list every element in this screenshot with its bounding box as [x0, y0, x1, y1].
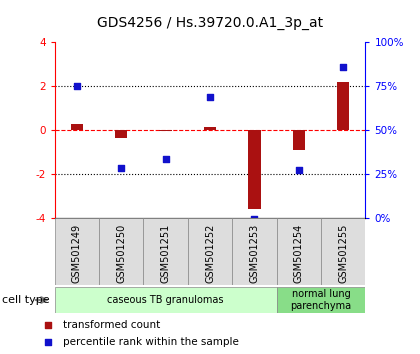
- Text: normal lung
parenchyma: normal lung parenchyma: [291, 289, 352, 311]
- Bar: [277, 287, 365, 313]
- Text: GSM501249: GSM501249: [72, 224, 82, 283]
- Point: [251, 216, 258, 222]
- Text: GSM501252: GSM501252: [205, 224, 215, 283]
- Bar: [55, 218, 99, 285]
- Text: GDS4256 / Hs.39720.0.A1_3p_at: GDS4256 / Hs.39720.0.A1_3p_at: [97, 16, 323, 30]
- Text: caseous TB granulomas: caseous TB granulomas: [108, 295, 224, 305]
- Point: [74, 84, 80, 89]
- Bar: [293, 130, 305, 150]
- Bar: [115, 130, 127, 138]
- Bar: [248, 130, 261, 209]
- Bar: [143, 218, 188, 285]
- Bar: [188, 218, 232, 285]
- Point: [295, 167, 302, 172]
- Text: percentile rank within the sample: percentile rank within the sample: [63, 337, 239, 347]
- Bar: [321, 218, 365, 285]
- Point: [207, 95, 213, 100]
- Bar: [232, 218, 277, 285]
- Point: [162, 156, 169, 161]
- Text: transformed count: transformed count: [63, 320, 160, 330]
- Point: [340, 64, 346, 69]
- Bar: [55, 287, 277, 313]
- Point: [45, 339, 52, 345]
- Bar: [277, 218, 321, 285]
- Bar: [337, 82, 349, 130]
- Point: [118, 166, 125, 171]
- Text: GSM501251: GSM501251: [160, 224, 171, 283]
- Text: GSM501255: GSM501255: [338, 224, 348, 283]
- Point: [45, 322, 52, 328]
- Bar: [159, 130, 172, 131]
- Text: cell type: cell type: [2, 295, 50, 305]
- Bar: [71, 124, 83, 130]
- Bar: [204, 127, 216, 130]
- Text: GSM501254: GSM501254: [294, 224, 304, 283]
- Text: GSM501250: GSM501250: [116, 224, 126, 283]
- Text: GSM501253: GSM501253: [249, 224, 260, 283]
- Bar: [99, 218, 143, 285]
